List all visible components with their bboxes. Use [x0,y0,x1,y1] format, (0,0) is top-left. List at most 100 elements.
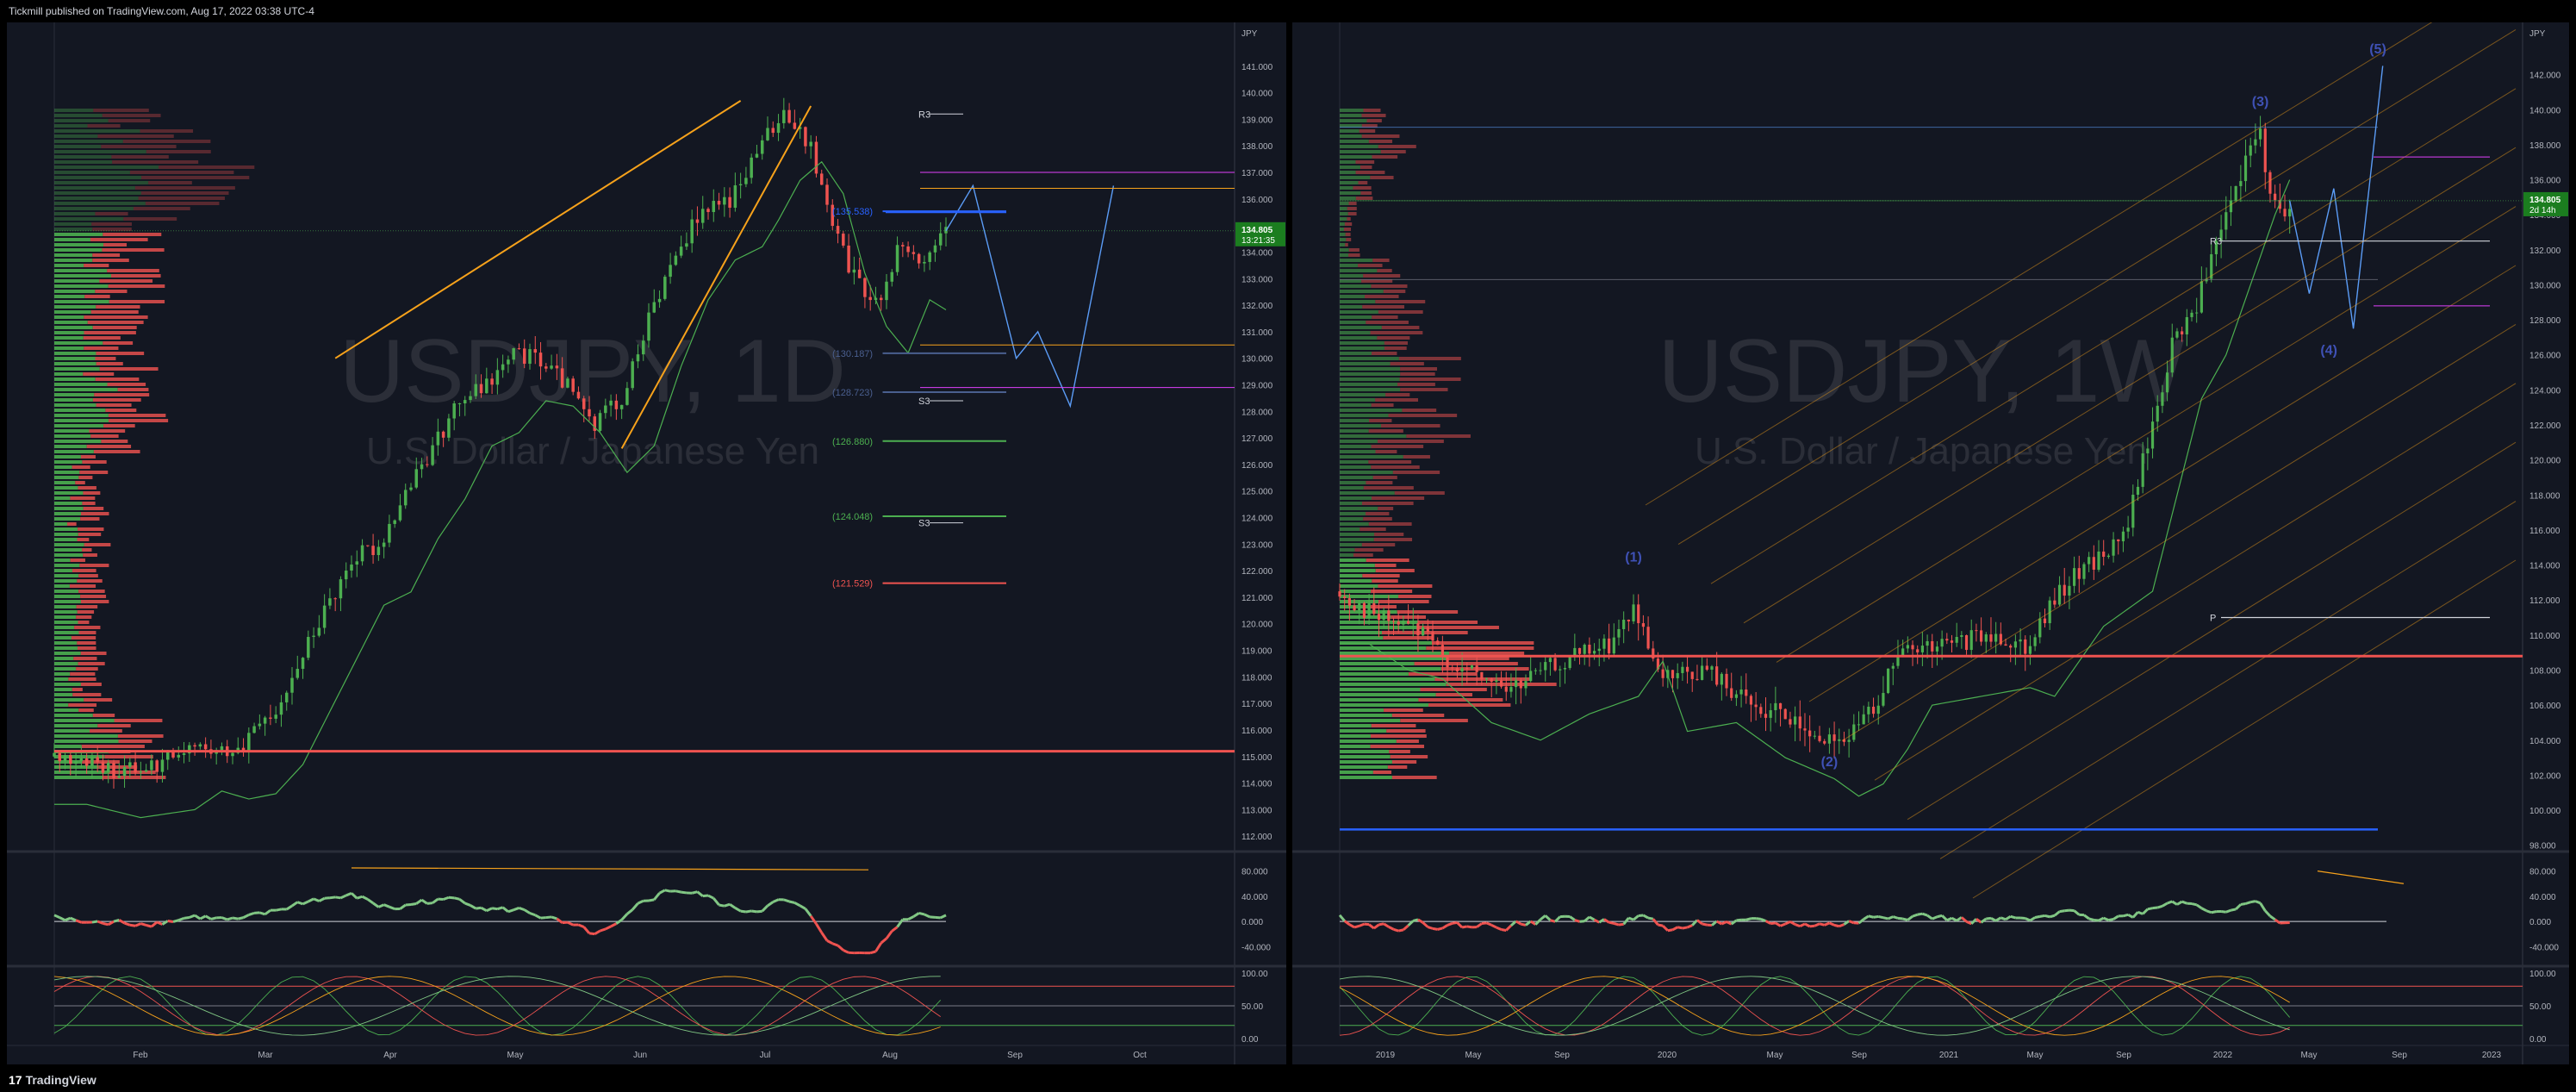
candle-body [1945,639,1949,641]
volume-profile-bar [1362,574,1400,577]
level-label: (121.529) [832,579,873,590]
elliott-wave-label: (1) [1625,550,1642,565]
level-label: R3 [918,109,930,120]
oscillator-segment [1843,920,1850,926]
volume-profile-bar [1340,729,1387,733]
volume-profile-bar [1372,259,1390,262]
candle-body [1627,620,1630,621]
candle-body [393,520,396,524]
volume-profile-bar [1340,739,1397,743]
oscillator-segment [2039,914,2045,918]
volume-profile-bar [1371,590,1413,593]
volume-profile-bar [1388,414,1458,417]
volume-profile-bar [103,424,135,427]
panel-background [1292,22,2569,1064]
oscillator-segment [96,920,103,925]
volume-profile-bar [54,708,79,712]
volume-profile-bar [78,621,90,624]
candle-body [1372,602,1376,615]
candle-body [1827,734,1831,744]
trailing-stop-line [54,160,947,819]
level-label: (126.880) [832,437,873,447]
candle-body [901,245,905,246]
candle-body [1764,714,1768,718]
x-tick-label: May [1465,1051,1482,1060]
candle-body [1382,610,1385,621]
oscillator-segment [334,895,341,900]
volume-profile-bar [1340,403,1372,407]
candle-body [203,744,208,750]
volume-profile-bar [54,755,105,758]
daily-chart-svg[interactable]: USDJPY, 1D U.S. Dollar / Japanese Yen JPY 1… [7,22,1286,1064]
candle-body [1397,621,1400,625]
candle-body [1862,714,1865,725]
volume-profile-bar [54,372,84,376]
volume-profile-bar [1340,507,1378,510]
volume-profile-bar [54,574,79,577]
candle-body [917,253,921,264]
oscillator-segment [1383,922,1390,928]
oscillator-segment [2083,914,2090,920]
volume-profile-bar [54,729,90,733]
volume-profile-bar [1347,212,1357,215]
candle-body [1343,596,1347,599]
oscillator-segment [1456,921,1464,929]
volume-profile-bar [1340,548,1355,552]
volume-profile-bar [1340,517,1364,521]
oscillator-segment [756,909,762,914]
volume-profile-bar [1361,543,1396,546]
y-tick-label: 140.000 [2529,106,2561,115]
candle-body [1592,651,1596,654]
oscillator-segment [534,914,542,920]
volume-profile-bar [80,595,107,598]
volume-profile-bar [99,367,159,371]
candle-body [836,226,840,234]
stochastic-tick: 100.00 [1241,970,1268,979]
candle-body [787,109,791,123]
candle-body [1701,665,1704,680]
candle-body [2239,181,2243,186]
volume-profile-bar [1340,367,1401,371]
volume-profile-bar [1340,217,1347,221]
volume-profile-bar [1340,450,1376,453]
candle-body [1338,591,1341,597]
candle-body [1608,638,1611,654]
tradingview-brand[interactable]: 17 TradingView [9,1073,96,1087]
candle-body [766,128,769,140]
volume-profile-bar [54,310,91,314]
candle-body [2102,551,2106,558]
oscillator-segment [2064,908,2070,913]
candle-body [436,431,440,446]
volume-profile-bar [1418,698,1503,702]
volume-profile-bar [1340,750,1390,753]
volume-profile-bar [99,279,153,283]
oscillator-segment [1677,926,1683,930]
volume-profile-bar [1358,264,1383,267]
last-price-badge [1235,222,1285,246]
chart-panel-daily[interactable]: USDJPY, 1D U.S. Dollar / Japanese Yen JPY 1… [7,22,1286,1064]
oscillator-segment [1882,916,1888,920]
candle-body [1984,634,1988,642]
volume-profile-bar [1340,755,1391,758]
volume-profile-bar [84,543,111,546]
candle-body [847,245,850,273]
candle-body [1705,665,1708,671]
volume-profile-bar [77,641,96,645]
oscillator-segment [1946,916,1953,922]
volume-profile-bar [1340,708,1384,712]
volume-profile-bar [1389,750,1410,753]
candle-body [463,400,467,404]
chart-panel-weekly[interactable]: USDJPY, 1W U.S. Dollar / Japanese Yen JPY 1… [1292,0,2569,1064]
volume-profile-bar [93,109,149,112]
candle-body [814,141,818,174]
oscillator-segment [1496,926,1503,931]
candle-body [1906,645,1909,649]
candle-body [507,359,510,365]
oscillator-segment [285,904,293,911]
last-price-badge [2523,191,2568,216]
weekly-chart-svg[interactable]: USDJPY, 1W U.S. Dollar / Japanese Yen JPY 1… [1292,0,2569,1064]
candle-body [1901,648,1905,656]
candle-body [2009,646,2013,648]
candle-body [2205,278,2208,282]
candle-body [1676,672,1679,678]
